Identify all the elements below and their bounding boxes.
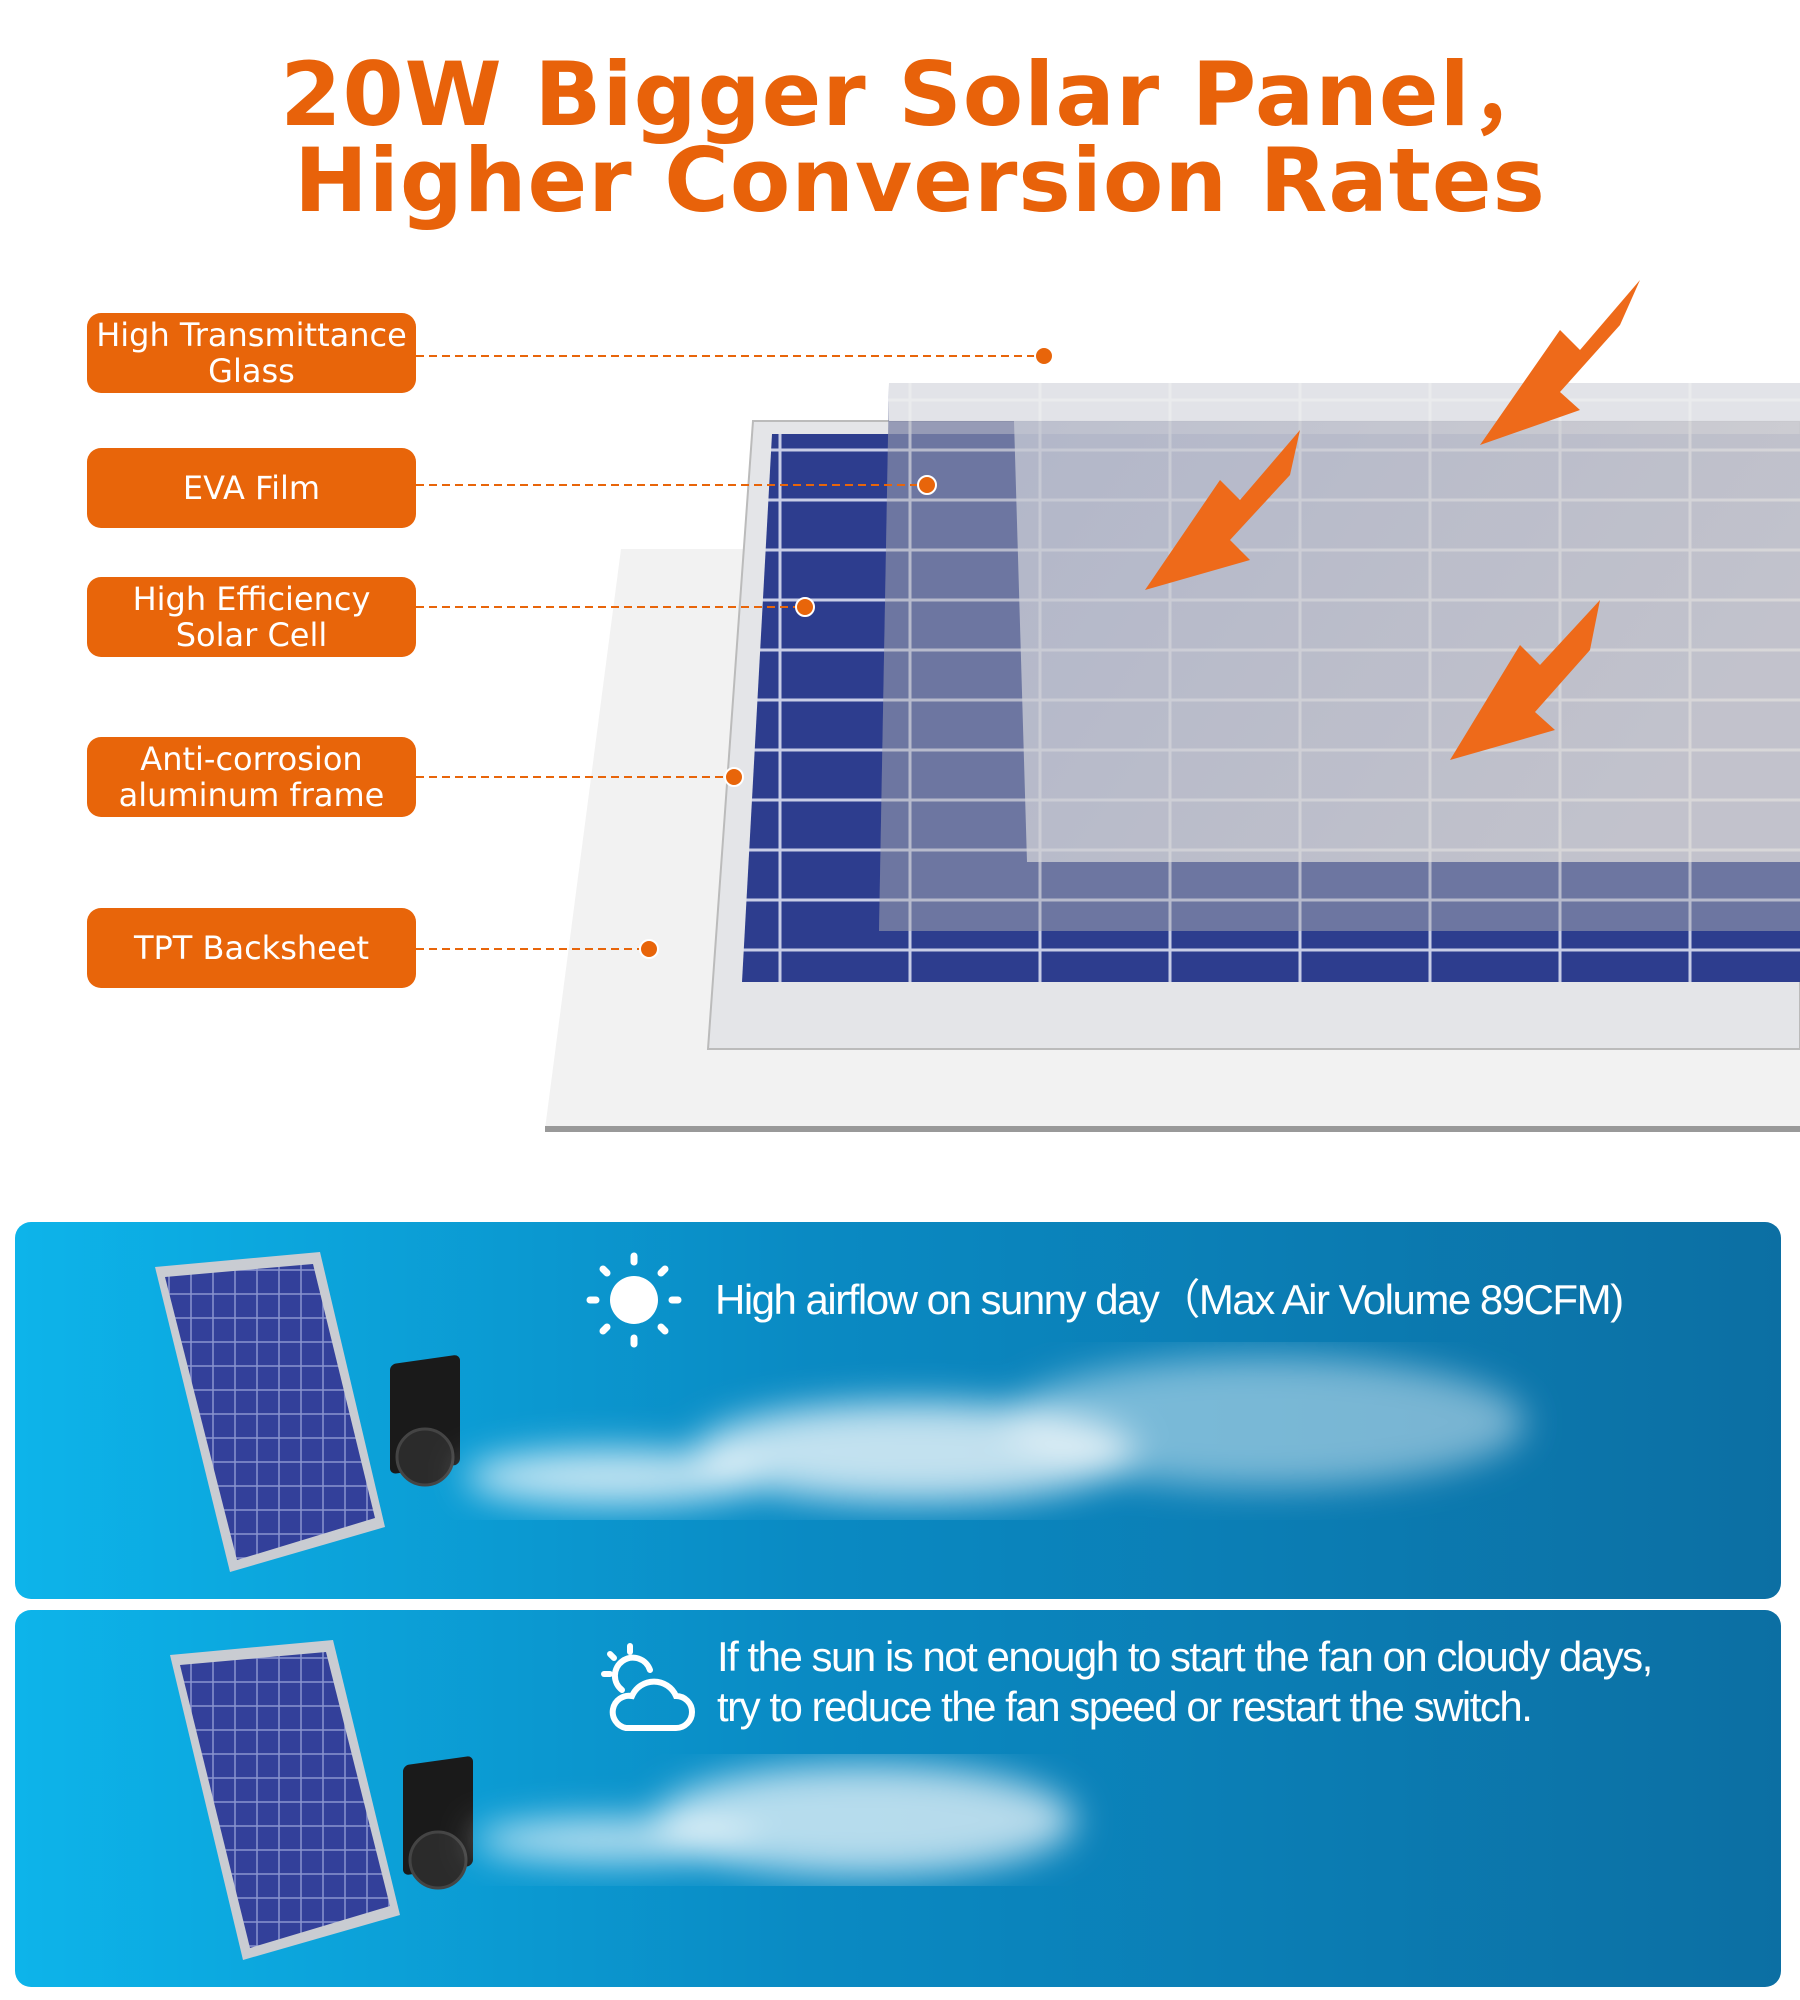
label-aluminum-frame: Anti-corrosion aluminum frame [87,737,416,817]
cell-pointer-dot [795,597,815,617]
cloudy-day-banner: If the sun is not enough to start the fa… [15,1610,1781,1987]
sun-icon [586,1252,682,1348]
frame-pointer-dot [724,767,744,787]
glass-layer [1014,421,1800,862]
cloud-sun-icon [601,1643,695,1731]
leader-lines [416,355,1044,950]
panel-fan-low-airflow-illustration [170,1640,1075,1960]
glass-pointer-dot [1034,346,1054,366]
sunlight-arrows [1145,280,1640,760]
sunny-day-text: High airflow on sunny day（Max Air Volume… [715,1276,1624,1323]
label-solar-cell: High Efficiency Solar Cell [87,577,416,657]
label-backsheet: TPT Backsheet [87,908,416,988]
label-eva-film: EVA Film [87,448,416,528]
panel-fan-airflow-illustration [155,1252,1525,1572]
cloudy-day-text: If the sun is not enough to start the fa… [717,1633,1653,1730]
eva-pointer-dot [917,475,937,495]
solar-panel-layers-illustration [416,280,1800,1132]
backsheet-pointer-dot [639,939,659,959]
label-glass: High Transmittance Glass [87,313,416,393]
page-title: 20W Bigger Solar Panel， Higher Conversio… [280,43,1560,232]
sunny-day-banner: High airflow on sunny day（Max Air Volume… [15,1222,1781,1599]
